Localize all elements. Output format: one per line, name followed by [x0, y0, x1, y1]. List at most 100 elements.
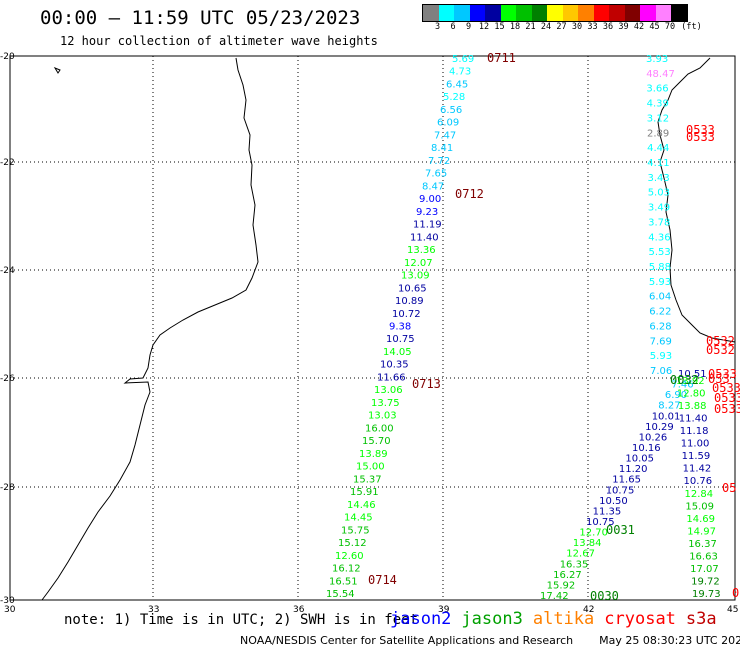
wave-height-label: 3.78 [648, 217, 670, 228]
wave-height-label: 10.72 [392, 309, 421, 320]
wave-height-label: 10.75 [386, 334, 415, 345]
wave-height-label: 11.18 [680, 426, 709, 437]
y-tick-label: -20 [0, 52, 15, 62]
wave-height-label: 5.53 [649, 247, 671, 258]
wave-height-label: 12.84 [685, 489, 714, 500]
colorbar-tick: 15 [494, 22, 505, 32]
wave-height-label: 11.20 [619, 464, 648, 475]
wave-height-label: 16.27 [553, 570, 582, 581]
wave-height-label: 13.75 [371, 398, 400, 409]
wave-height-label: 5.28 [443, 92, 465, 103]
lat-lon-grid [10, 56, 735, 600]
colorbar-tick: 6 [450, 22, 456, 32]
wave-height-label: 15.12 [338, 538, 367, 549]
island-marker [53, 66, 61, 74]
wave-height-label: 15.92 [547, 580, 576, 591]
wave-height-label: 48.47 [646, 69, 675, 80]
colorbar-tick: 27 [556, 22, 567, 32]
colorbar-tick: 21 [525, 22, 536, 32]
wave-height-label: 5.69 [452, 54, 474, 65]
wave-height-label: 5.03 [648, 188, 670, 199]
colorbar-tick: 3 [434, 22, 441, 32]
credit-line: NOAA/NESDIS Center for Satellite Applica… [240, 634, 740, 647]
wave-height-label: 3.66 [646, 84, 668, 95]
pass-time-label: 0533 [714, 391, 740, 405]
wave-height-label: 9.00 [419, 194, 441, 205]
wave-height-label: 10.51 [678, 369, 707, 380]
wave-height-label: 7.06 [650, 366, 672, 377]
wave-height-label: 15.00 [356, 462, 385, 473]
wave-height-label: 4.73 [449, 67, 471, 78]
wave-height-label: 13.03 [368, 411, 397, 422]
wave-height-label: 3.93 [646, 54, 668, 65]
wave-height-label: 7.46 [671, 380, 693, 391]
x-tick-label: 42 [583, 605, 594, 615]
wave-height-label: 17.07 [690, 564, 719, 575]
wave-height-label: 13.89 [359, 449, 388, 460]
wave-height-label: 15.75 [341, 525, 370, 536]
x-tick-label: 33 [148, 605, 159, 615]
wave-height-label: 4.39 [647, 99, 669, 110]
wave-height-label: 7.69 [650, 336, 672, 347]
wave-height-label: 11.19 [413, 220, 442, 231]
wave-height-label: 16.12 [332, 564, 361, 575]
wave-height-label: 6.56 [440, 105, 462, 116]
wave-height-label: 7.65 [425, 169, 447, 180]
wave-height-label: 8.47 [422, 181, 444, 192]
axis-labels: 30 33 36 39 42 45 -20 -22 -24 -26 -28 -30 [0, 52, 738, 615]
colorbar-swatch [438, 5, 454, 21]
wave-height-label: 13.92 [676, 376, 705, 387]
wave-height-label: 15.70 [362, 436, 391, 447]
wave-height-label: 10.26 [639, 432, 668, 443]
y-tick-label: -28 [0, 483, 15, 493]
wave-height-label: 16.51 [329, 576, 358, 587]
map-frame [9, 55, 736, 601]
wave-height-label: 10.35 [380, 360, 409, 371]
wave-height-label: 11.00 [681, 439, 710, 450]
x-tick-label: 39 [438, 605, 450, 615]
wave-height-label: 6.45 [446, 80, 468, 91]
wave-height-label: 4.44 [647, 143, 669, 154]
wave-height-label: 9.23 [416, 207, 438, 218]
wave-height-label: 13.09 [401, 271, 430, 282]
wave-height-label: 4.36 [648, 232, 670, 243]
wave-height-label: 12.07 [404, 258, 433, 269]
colorbar-tick: 30 [571, 22, 583, 32]
legend-item-altika: altika [532, 609, 595, 629]
legend-item-jason2: jason2 [390, 609, 452, 629]
wave-height-label: 15.91 [350, 487, 379, 498]
wave-height-label: 10.50 [599, 496, 628, 507]
colorbar-swatch [531, 5, 547, 21]
colorbar-tick: 42 [633, 22, 645, 32]
colorbar-tick: (ft) [681, 22, 702, 32]
pass-time-label: 05 [722, 481, 736, 495]
colorbar-tick: 12 [478, 22, 490, 32]
wave-height-label: 14.45 [344, 513, 373, 524]
units-note: note: 1) Time is in UTC; 2) SWH is in fe… [64, 612, 419, 628]
wave-height-label: 5.93 [649, 277, 671, 288]
wave-height-label: 6.04 [649, 292, 671, 303]
colorbar-tick: 24 [540, 22, 552, 32]
pass-time-label: 0533 [686, 130, 715, 144]
wave-height-label: 10.89 [395, 296, 424, 307]
wave-height-label: 10.05 [625, 454, 654, 465]
pass-time-label: 0030 [590, 589, 619, 603]
map-title: 00:00 — 11:59 UTC 05/23/2023 [40, 7, 361, 29]
wave-height-label: 16.35 [560, 559, 589, 570]
legend-item-jason3: jason3 [461, 609, 523, 629]
wave-height-label: 6.28 [649, 321, 671, 332]
y-tick-label: -24 [0, 266, 15, 276]
pass-time-label: 053 [708, 372, 730, 386]
wave-height-label: 10.29 [645, 422, 674, 433]
wave-height-label: 12.80 [677, 389, 706, 400]
wave-height-label: 10.76 [684, 476, 713, 487]
wave-height-label: 12.70 [579, 528, 608, 539]
colorbar-tick: 18 [509, 22, 521, 32]
wave-height-label: 16.00 [365, 423, 394, 434]
colorbar-swatch [454, 5, 470, 21]
wave-height-label: 5.88 [649, 262, 671, 273]
colorbar-swatch [593, 5, 609, 21]
african-coastline [41, 57, 259, 601]
legend-item-cryosat: cryosat [604, 609, 676, 629]
